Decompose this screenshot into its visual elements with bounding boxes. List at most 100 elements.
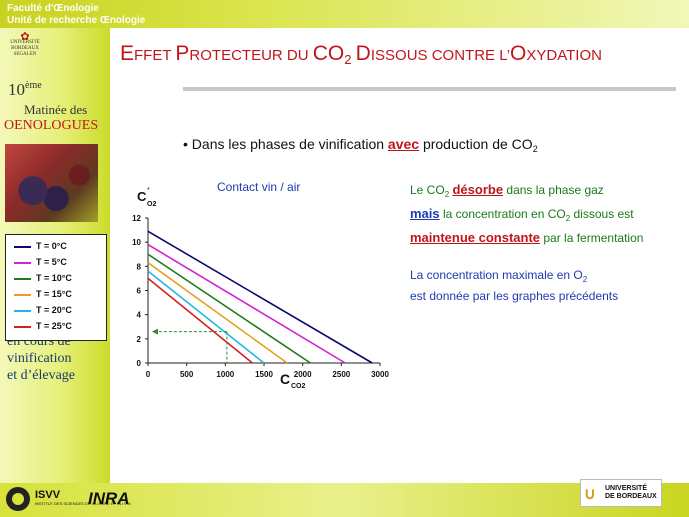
bullet-point: • Dans les phases de vinification avec p… (183, 136, 538, 154)
y-tick-label: 12 (132, 214, 141, 223)
chart-title: Contact vin / air (217, 180, 301, 194)
faculty-name: Faculté d'Œnologie (7, 3, 99, 14)
caption-line-2: vinification (7, 351, 72, 366)
caption-line-3: et d’élevage (7, 368, 76, 383)
unit-name: Unité de recherche Œnologie (7, 15, 146, 26)
university-logo: ✿ UNIVERSITÉ BORDEAUX SEGALEN (10, 31, 40, 58)
university-bordeaux-logo: ∪ UNIVERSITÉ DE BORDEAUX (580, 479, 662, 507)
info-l2-a: la concentration en CO (439, 207, 566, 221)
legend-swatch (14, 277, 31, 280)
bullet-emphasis: avec (387, 136, 420, 152)
legend-entry: T = 25°C (14, 321, 72, 335)
title-part: CO (312, 42, 345, 65)
legend-entry: T = 0°C (14, 241, 67, 255)
series-line-2 (147, 253, 311, 364)
info-l3-emph: maintenue constante (410, 230, 541, 245)
edition-number: 10 (8, 80, 25, 99)
annotation-arrow-icon (152, 328, 158, 335)
x-tick-label: 500 (180, 370, 194, 379)
x-tick-label: 3000 (371, 370, 389, 379)
info-l1-emph: désorbe (452, 182, 504, 197)
legend-swatch (14, 293, 31, 296)
y-tick-label: 2 (137, 335, 142, 344)
event-title: 10ème Matinée des OENOLOGUES (4, 80, 98, 133)
x-tick-label: 2000 (294, 370, 312, 379)
slide-title: EFFET PROTECTEUR DU CO2 DISSOUS CONTRE L… (120, 42, 602, 67)
info-l4-a: La concentration maximale en O (410, 268, 583, 282)
title-part: ISSOUS CONTRE L’ (370, 47, 511, 64)
x-tick-label: 1500 (255, 370, 273, 379)
footer-bar (0, 483, 689, 517)
info-block-desorption: Le CO2 désorbe dans la phase gaz mais la… (410, 180, 643, 248)
info-l5: est donnée par les graphes précédents (410, 289, 619, 303)
legend-swatch (14, 309, 31, 312)
title-underline (183, 87, 676, 91)
isvv-sublabel: INSTITUT DES SCIENCES DE LA VIGNE ET DU … (35, 501, 131, 506)
x-axis-label: C (280, 371, 290, 387)
series-line-3 (147, 262, 288, 364)
bullet-text-before: • Dans les phases de vinification (183, 136, 388, 152)
y-tick-label: 4 (137, 311, 142, 320)
y-axis-label-star: * (147, 187, 150, 194)
legend-entry: T = 10°C (14, 273, 72, 287)
legend-swatch (14, 261, 31, 264)
legend-label: T = 15°C (36, 289, 72, 299)
ub-line2: DE BORDEAUX (605, 493, 657, 500)
event-line1: Matinée des (24, 102, 88, 117)
info-l1-a: Le CO (410, 183, 445, 197)
header-bar (0, 0, 689, 28)
x-tick-label: 0 (146, 370, 151, 379)
title-part: XYDATION (526, 47, 602, 64)
y-tick-label: 0 (137, 359, 142, 368)
ub-line1: UNIVERSITÉ (605, 485, 648, 492)
title-part: E (120, 42, 135, 65)
ub-mark-icon: ∪ (584, 486, 596, 503)
title-part: D (355, 42, 371, 65)
event-line2: OENOLOGUES (4, 118, 99, 133)
legend-entry: T = 5°C (14, 257, 67, 271)
chart-legend: T = 0°C T = 5°C T = 10°C T = 15°C T = 20°C T … (5, 234, 107, 341)
info-l1-sub: 2 (444, 190, 450, 199)
legend-label: T = 0°C (36, 241, 67, 251)
x-tick-label: 1000 (216, 370, 234, 379)
inra-logo: INRA (88, 489, 130, 508)
legend-swatch (14, 245, 31, 248)
info-l1-b: dans la phase gaz (503, 183, 604, 197)
bullet-text-after: production de CO (419, 136, 533, 152)
isvv-circle-icon (6, 487, 30, 511)
y-axis-label: C (137, 189, 147, 204)
legend-entry: T = 15°C (14, 289, 72, 303)
series-line-4 (147, 270, 265, 364)
y-tick-label: 8 (137, 262, 142, 271)
y-axis-label-sub: O2 (147, 201, 156, 208)
title-part: FFET (134, 47, 176, 64)
series-line-0 (147, 230, 373, 364)
edition-suffix: ème (25, 80, 42, 91)
legend-label: T = 25°C (36, 321, 72, 331)
x-axis-label-sub: CO2 (291, 383, 306, 390)
title-part: P (175, 42, 190, 65)
legend-label: T = 20°C (36, 305, 72, 315)
info-l4-sub: 2 (582, 275, 588, 284)
y-tick-label: 6 (137, 287, 142, 296)
title-part: 2 (344, 52, 352, 67)
isvv-label: ISVV (35, 489, 61, 501)
series-line-1 (147, 243, 346, 364)
info-l2-b: dissous est (570, 207, 634, 221)
legend-label: T = 10°C (36, 273, 72, 283)
x-tick-label: 2500 (332, 370, 350, 379)
series-line-5 (147, 277, 253, 364)
y-tick-label: 10 (132, 238, 141, 247)
legend-label: T = 5°C (36, 257, 67, 267)
grape-photo (5, 144, 98, 222)
info-block-oxygen: La concentration maximale en O2 est donn… (410, 267, 618, 304)
info-l3-b: par la fermentation (540, 231, 644, 245)
info-l2-sub: 2 (565, 214, 571, 223)
title-part: O (510, 42, 527, 65)
legend-swatch (14, 325, 31, 328)
title-part: ROTECTEUR DU (189, 47, 313, 64)
legend-entry: T = 20°C (14, 305, 72, 319)
info-l2-emph: mais (410, 206, 440, 221)
bullet-subscript: 2 (532, 144, 538, 154)
